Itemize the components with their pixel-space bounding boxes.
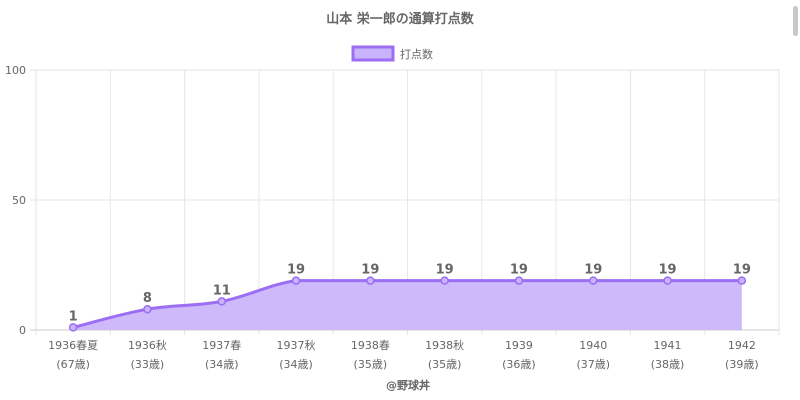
legend[interactable]: 打点数 [351, 45, 433, 62]
data-labels: 1 8 11 19 19 19 19 19 19 19 [69, 263, 751, 325]
x-tick-sublabel: (33歳) [131, 358, 165, 371]
data-label: 19 [436, 263, 454, 278]
data-label: 11 [213, 283, 231, 298]
data-point [589, 276, 598, 285]
x-tick-label: 1936秋 [128, 338, 167, 352]
series-area [72, 279, 742, 330]
x-tick-sublabel: (34歳) [205, 358, 239, 371]
data-label: 1 [69, 309, 78, 324]
x-tick-sublabel: (38歳) [651, 358, 685, 371]
x-tick-label: 1937秋 [277, 338, 316, 352]
data-point [143, 304, 152, 314]
x-tick-label: 1942 [728, 339, 756, 352]
y-tick-label: 0 [19, 324, 26, 337]
x-tick-sublabel: (37歳) [576, 358, 610, 371]
series-area-fill [73, 280, 742, 330]
x-tick-sublabel: (35歳) [428, 358, 462, 371]
data-label: 8 [143, 291, 152, 306]
data-label: 19 [510, 263, 528, 278]
x-tick-sublabel: (34歳) [279, 358, 313, 371]
y-tick-label: 100 [5, 64, 26, 77]
data-points [68, 276, 747, 332]
data-label: 19 [287, 263, 305, 278]
y-tick-label: 50 [12, 194, 26, 207]
x-tick-sublabel: (67歳) [56, 358, 90, 371]
x-tick-sublabel: (39歳) [725, 358, 759, 371]
data-label: 19 [361, 263, 379, 278]
x-tick-sublabel: (35歳) [354, 358, 388, 371]
data-point [514, 276, 524, 285]
y-axis: 0 50 100 [5, 64, 26, 337]
x-tick-label: 1936春夏 [48, 339, 98, 352]
data-label: 19 [659, 263, 677, 278]
x-tick-label: 1939 [505, 339, 533, 352]
x-tick-label: 1941 [654, 339, 682, 352]
x-axis: 1936春夏 (67歳) 1936秋 (33歳) 1937春 (34歳) 1937秋 (34歳… [48, 338, 758, 371]
credit-text: @野球丼 [386, 378, 430, 392]
chart-title: 山本 栄一郎の通算打点数 [326, 11, 475, 27]
data-point [217, 297, 226, 306]
data-point [663, 276, 672, 285]
data-point [291, 276, 301, 285]
legend-label: 打点数 [400, 47, 433, 61]
x-tick-label: 1938春 [351, 339, 390, 352]
x-tick-label: 1938秋 [425, 338, 464, 352]
x-tick-label: 1937春 [202, 339, 241, 352]
legend-swatch [351, 45, 395, 62]
x-tick-sublabel: (36歳) [502, 358, 536, 371]
data-label: 19 [584, 263, 602, 278]
x-tick-label: 1940 [579, 339, 607, 352]
data-point [440, 276, 449, 285]
data-point [68, 323, 78, 332]
data-label: 19 [733, 263, 751, 278]
series-line [72, 279, 742, 329]
data-point [366, 276, 375, 285]
data-point [737, 276, 747, 285]
scrollbar[interactable] [793, 6, 798, 36]
